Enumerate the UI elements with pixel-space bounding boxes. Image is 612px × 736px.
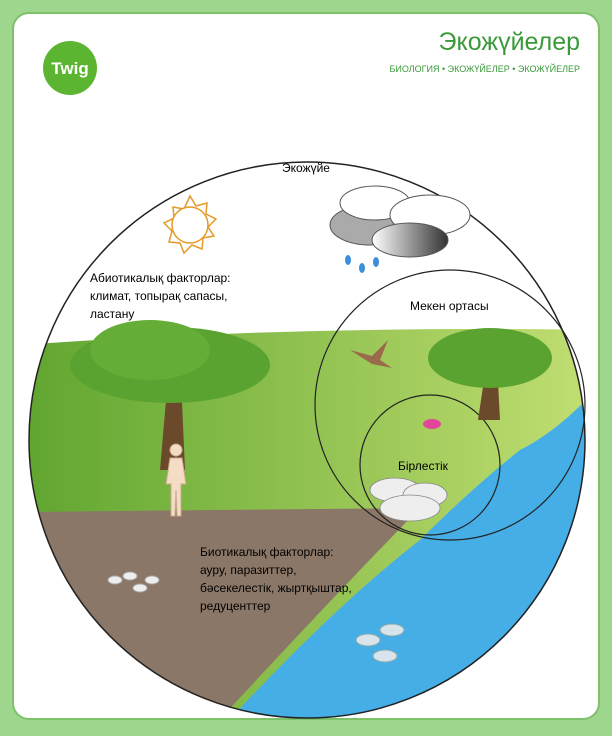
breadcrumb: БИОЛОГИЯ • ЭКОЖҮЙЕЛЕР • ЭКОЖҮЙЕЛЕР <box>389 63 580 74</box>
habitat-label: Мекен ортасы <box>410 299 489 313</box>
biotic-line: ауру, паразиттер, <box>200 563 297 577</box>
ecosystem-label: Экожүйе <box>282 161 330 175</box>
biotic-line: бәсекелестік, жыртқыштар, <box>200 581 352 595</box>
biotic-line: редуценттер <box>200 599 271 613</box>
abiotic-line: ластану <box>90 307 134 321</box>
illustration: Twig Экожүйелер БИОЛОГИЯ • ЭКОЖҮЙЕЛЕР • … <box>0 0 612 731</box>
biotic-line: Биотикалық факторлар: <box>200 545 334 559</box>
community-label: Бірлестік <box>398 459 449 473</box>
logo: Twig <box>51 59 88 78</box>
abiotic-line: климат, топырақ сапасы, <box>90 289 227 303</box>
butterfly <box>423 419 441 429</box>
title: Экожүйелер <box>439 28 580 56</box>
page: Twig Экожүйелер БИОЛОГИЯ • ЭКОЖҮЙЕЛЕР • … <box>0 0 612 731</box>
abiotic-line: Абиотикалық факторлар: <box>90 271 231 285</box>
